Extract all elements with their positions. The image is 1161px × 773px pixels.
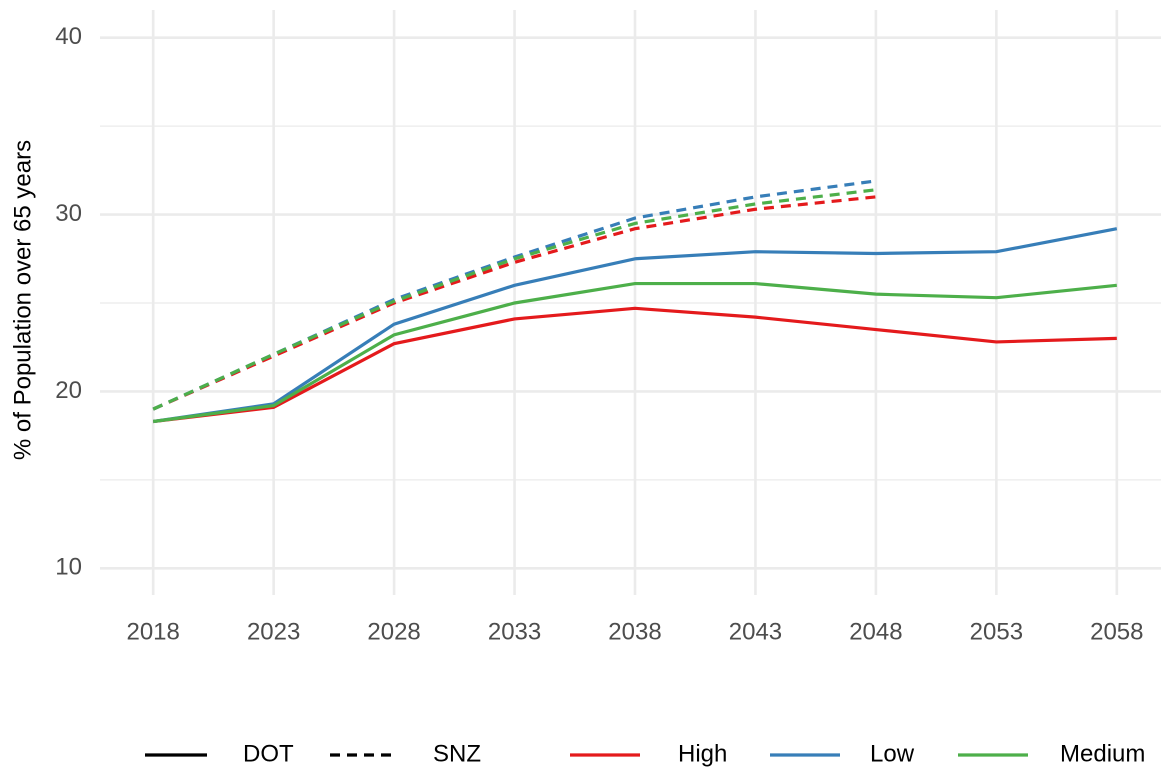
x-tick-label: 2028 [367, 618, 420, 645]
x-tick-label: 2048 [849, 618, 902, 645]
y-tick-label: 10 [55, 554, 82, 581]
x-tick-label: 2038 [608, 618, 661, 645]
legend-label: Low [870, 740, 915, 767]
legend-label: SNZ [433, 740, 481, 767]
y-tick-label: 20 [55, 377, 82, 404]
x-tick-label: 2043 [729, 618, 782, 645]
y-axis-label: % of Population over 65 years [9, 140, 36, 460]
x-tick-label: 2033 [488, 618, 541, 645]
legend-label: DOT [243, 740, 294, 767]
legend-label: High [678, 740, 727, 767]
series-line [152, 188, 877, 411]
x-tick-label: 2018 [126, 618, 179, 645]
y-tick-label: 40 [55, 23, 82, 50]
series-line [152, 227, 1118, 424]
x-tick-label: 2023 [247, 618, 300, 645]
legend-label: Medium [1060, 740, 1145, 767]
series-line [152, 179, 877, 411]
series-line [152, 306, 1117, 424]
series-line [152, 195, 877, 411]
x-tick-label: 2058 [1090, 618, 1143, 645]
x-tick-label: 2053 [970, 618, 1023, 645]
series-line [152, 281, 1117, 424]
y-tick-label: 30 [55, 200, 82, 227]
